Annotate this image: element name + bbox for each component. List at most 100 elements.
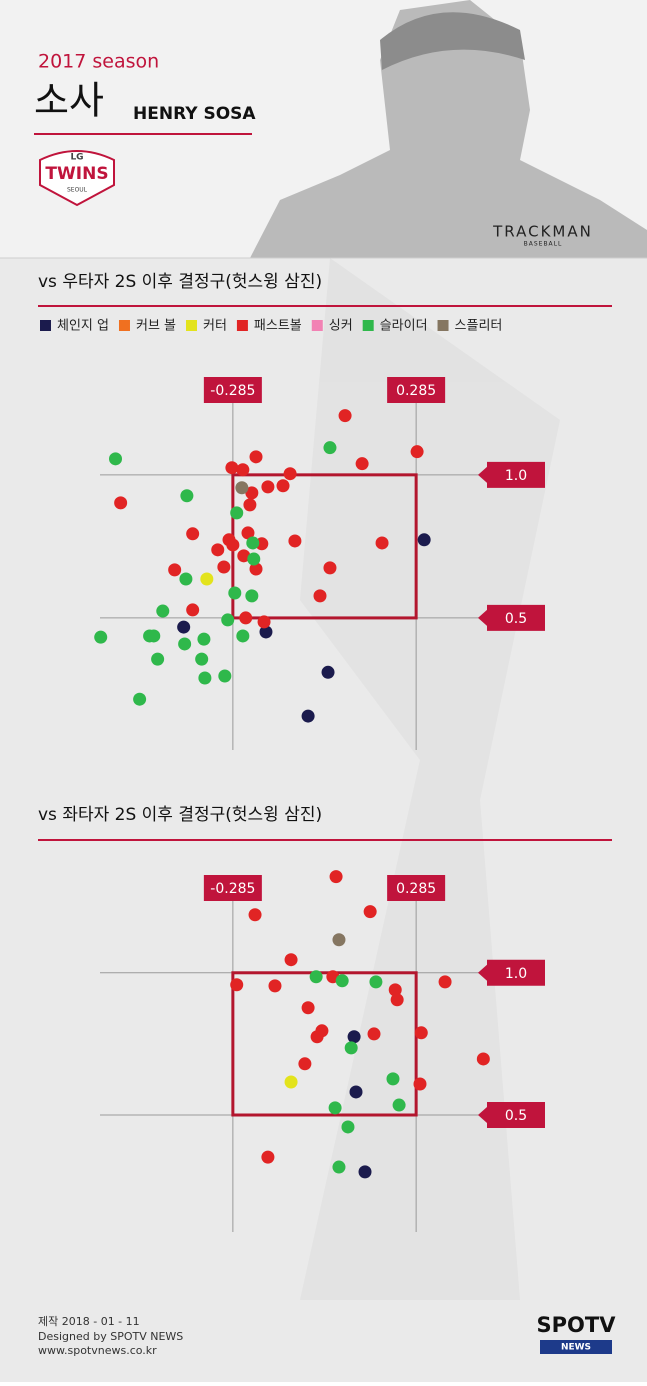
pitch-dot [249, 450, 263, 464]
x-tick-label: -0.285 [210, 881, 255, 897]
pitch-dot [476, 1052, 490, 1066]
legend-swatch [362, 320, 374, 331]
pitch-dot [243, 498, 257, 512]
y-tick-label: 0.5 [505, 1108, 527, 1124]
pitch-dot [438, 975, 452, 989]
footer-logo-bar [540, 1340, 612, 1354]
pitch-dot [301, 709, 315, 723]
legend-label: 커브 볼 [136, 319, 176, 334]
pitch-dot [261, 1150, 275, 1164]
player-photo [250, 0, 647, 1300]
legend-label: 패스트볼 [254, 319, 302, 334]
legend-swatch [118, 320, 130, 331]
pitch-dot [310, 1030, 324, 1044]
team-top: LG [70, 153, 83, 163]
pitch-dot [321, 665, 335, 679]
pitch-dot [347, 1030, 361, 1044]
pitch-dot [388, 983, 402, 997]
pitch-dot [230, 506, 244, 520]
pitch-dot [236, 629, 250, 643]
pitch-dot [375, 536, 389, 550]
pitch-dot [284, 1075, 298, 1089]
pitch-dot [268, 979, 282, 993]
pitch-dot [358, 1165, 372, 1179]
pitch-dot [298, 1057, 312, 1071]
pitch-dot [180, 489, 194, 503]
y-tick-label: 0.5 [505, 611, 527, 627]
pitch-dot [338, 409, 352, 423]
pitch-dot [230, 978, 244, 992]
pitch-dot [177, 620, 191, 634]
legend-swatch [236, 320, 248, 331]
pitch-dot [133, 692, 147, 706]
strike-zone [231, 971, 418, 1117]
pitch-dot [386, 1072, 400, 1086]
footer-date: 제작 2018 - 01 - 11 [38, 1315, 140, 1328]
y-tick-box [478, 1102, 545, 1128]
pitch-dot [200, 572, 214, 586]
legend-label: 슬라이더 [380, 319, 428, 334]
legend-swatch [186, 320, 197, 331]
pitch-dot [349, 1085, 363, 1099]
pitch-dot [288, 534, 302, 548]
pitch-dot [186, 603, 200, 617]
pitch-dot [341, 1120, 355, 1134]
brand-sub: BASEBALL [524, 241, 563, 248]
pitch-dot [94, 630, 108, 644]
footer-logo: SPOTV [537, 1313, 617, 1337]
team-city: SEOUL [67, 187, 88, 194]
pitch-dot [261, 480, 275, 494]
y-tick-label: 1.0 [505, 468, 527, 484]
legend-swatch [40, 320, 51, 331]
pitch-dot [147, 629, 161, 643]
name-en: HENRY SOSA [133, 104, 256, 124]
legend-label: 체인지 업 [57, 319, 109, 334]
pitch-dot [197, 632, 211, 646]
pitch-dot [332, 1160, 346, 1174]
legend-swatch [311, 320, 323, 331]
pitch-dot [211, 543, 225, 557]
pitch-dot [309, 970, 323, 984]
pitch-dot [284, 953, 298, 967]
pitch-dot [114, 496, 128, 510]
pitch-dot [228, 586, 242, 600]
season: 2017 season [38, 51, 159, 73]
y-tick-box [478, 959, 545, 986]
pitch-dot [392, 1098, 406, 1112]
x-tick-box [203, 875, 262, 901]
pitch-dot [329, 870, 343, 884]
legend-label: 스플리터 [455, 319, 503, 334]
pitch-dot [413, 1077, 427, 1091]
pitch-dot [344, 1041, 358, 1055]
team-name: TWINS [45, 164, 108, 184]
pitch-dot [237, 549, 251, 563]
x-tick-box [203, 377, 262, 403]
pitch-dot [221, 613, 235, 627]
legend-swatch [437, 320, 449, 331]
pitch-dot [276, 479, 290, 493]
pitch-dot [168, 563, 182, 577]
pitch-dot [369, 975, 383, 989]
legend-label: 커터 [203, 319, 227, 334]
pitch-dot [245, 589, 259, 603]
chart-title: vs 좌타자 2S 이후 결정구(헛스윙 삼진) [38, 805, 322, 825]
pitch-dot [179, 572, 193, 586]
pitch-dot [226, 538, 240, 552]
pitch-dot [414, 1026, 428, 1040]
footer-logo-sub: NEWS [561, 1343, 591, 1353]
pitch-dot [247, 552, 261, 566]
pitch-dot [225, 461, 239, 475]
pitch-dot [332, 933, 346, 947]
y-tick-box [478, 461, 545, 488]
y-tick-label: 1.0 [505, 966, 527, 982]
pitch-dot [363, 905, 377, 919]
y-tick-box [478, 604, 545, 631]
pitch-dot [257, 615, 271, 629]
pitch-dot [218, 669, 232, 683]
pitch-dot [198, 671, 212, 685]
pitch-dot [367, 1027, 381, 1041]
pitch-dot [217, 560, 231, 574]
pitch-dot [283, 467, 297, 481]
pitch-dot [259, 625, 273, 639]
pitch-dot [236, 463, 250, 477]
